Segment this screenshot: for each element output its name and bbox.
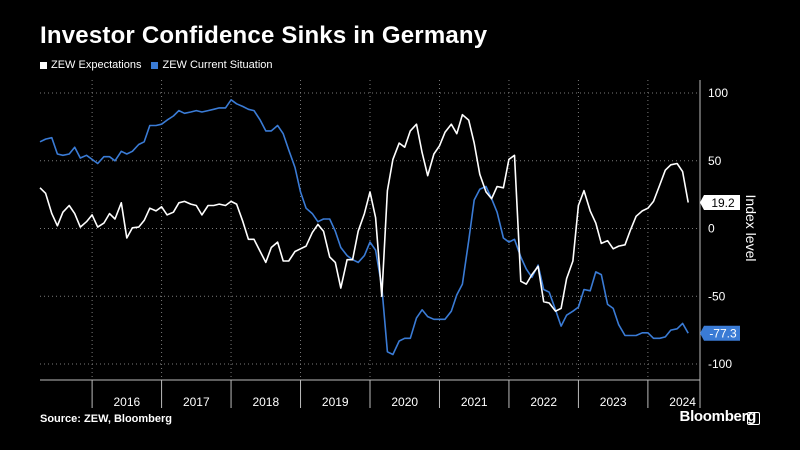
x-tick-label: 2022 — [530, 395, 557, 409]
last-value-label-current-box — [700, 325, 740, 341]
y-tick-label: -100 — [708, 357, 732, 371]
last-value-label-current: -77.3 — [709, 327, 737, 341]
x-tick-label: 2024 — [669, 395, 696, 409]
legend-item-expectations: ZEW Expectations — [40, 59, 141, 71]
legend: ZEW Expectations ZEW Current Situation — [40, 59, 273, 71]
series-line-expectations — [39, 113, 689, 312]
legend-label-current: ZEW Current Situation — [162, 59, 273, 71]
legend-label-expectations: ZEW Expectations — [51, 59, 142, 71]
y-tick-label: 0 — [708, 222, 715, 236]
legend-swatch-expectations — [40, 61, 47, 69]
series-line-current — [39, 99, 689, 356]
y-tick-label: 100 — [708, 86, 728, 100]
chart-title: Investor Confidence Sinks in Germany — [40, 22, 488, 49]
y-tick-label: -50 — [708, 289, 726, 303]
x-tick-label: 2023 — [600, 395, 627, 409]
y-axis-label: Index level — [743, 195, 759, 262]
x-tick-label: 2020 — [391, 395, 418, 409]
last-value-label-expectations-box — [700, 194, 740, 210]
last-value-label-expectations: 19.2 — [711, 196, 735, 210]
legend-item-current: ZEW Current Situation — [151, 59, 273, 71]
legend-swatch-current — [151, 61, 159, 69]
x-tick-label: 2018 — [252, 395, 279, 409]
y-tick-label: 50 — [708, 154, 722, 168]
x-tick-label: 2017 — [183, 395, 210, 409]
x-tick-label: 2019 — [322, 395, 349, 409]
bloomberg-badge-icon — [747, 412, 760, 425]
x-tick-label: 2021 — [461, 395, 488, 409]
x-tick-label: 2016 — [113, 395, 140, 409]
bloomberg-logo: Bloomberg — [679, 408, 757, 425]
source-note: Source: ZEW, Bloomberg — [40, 413, 173, 425]
